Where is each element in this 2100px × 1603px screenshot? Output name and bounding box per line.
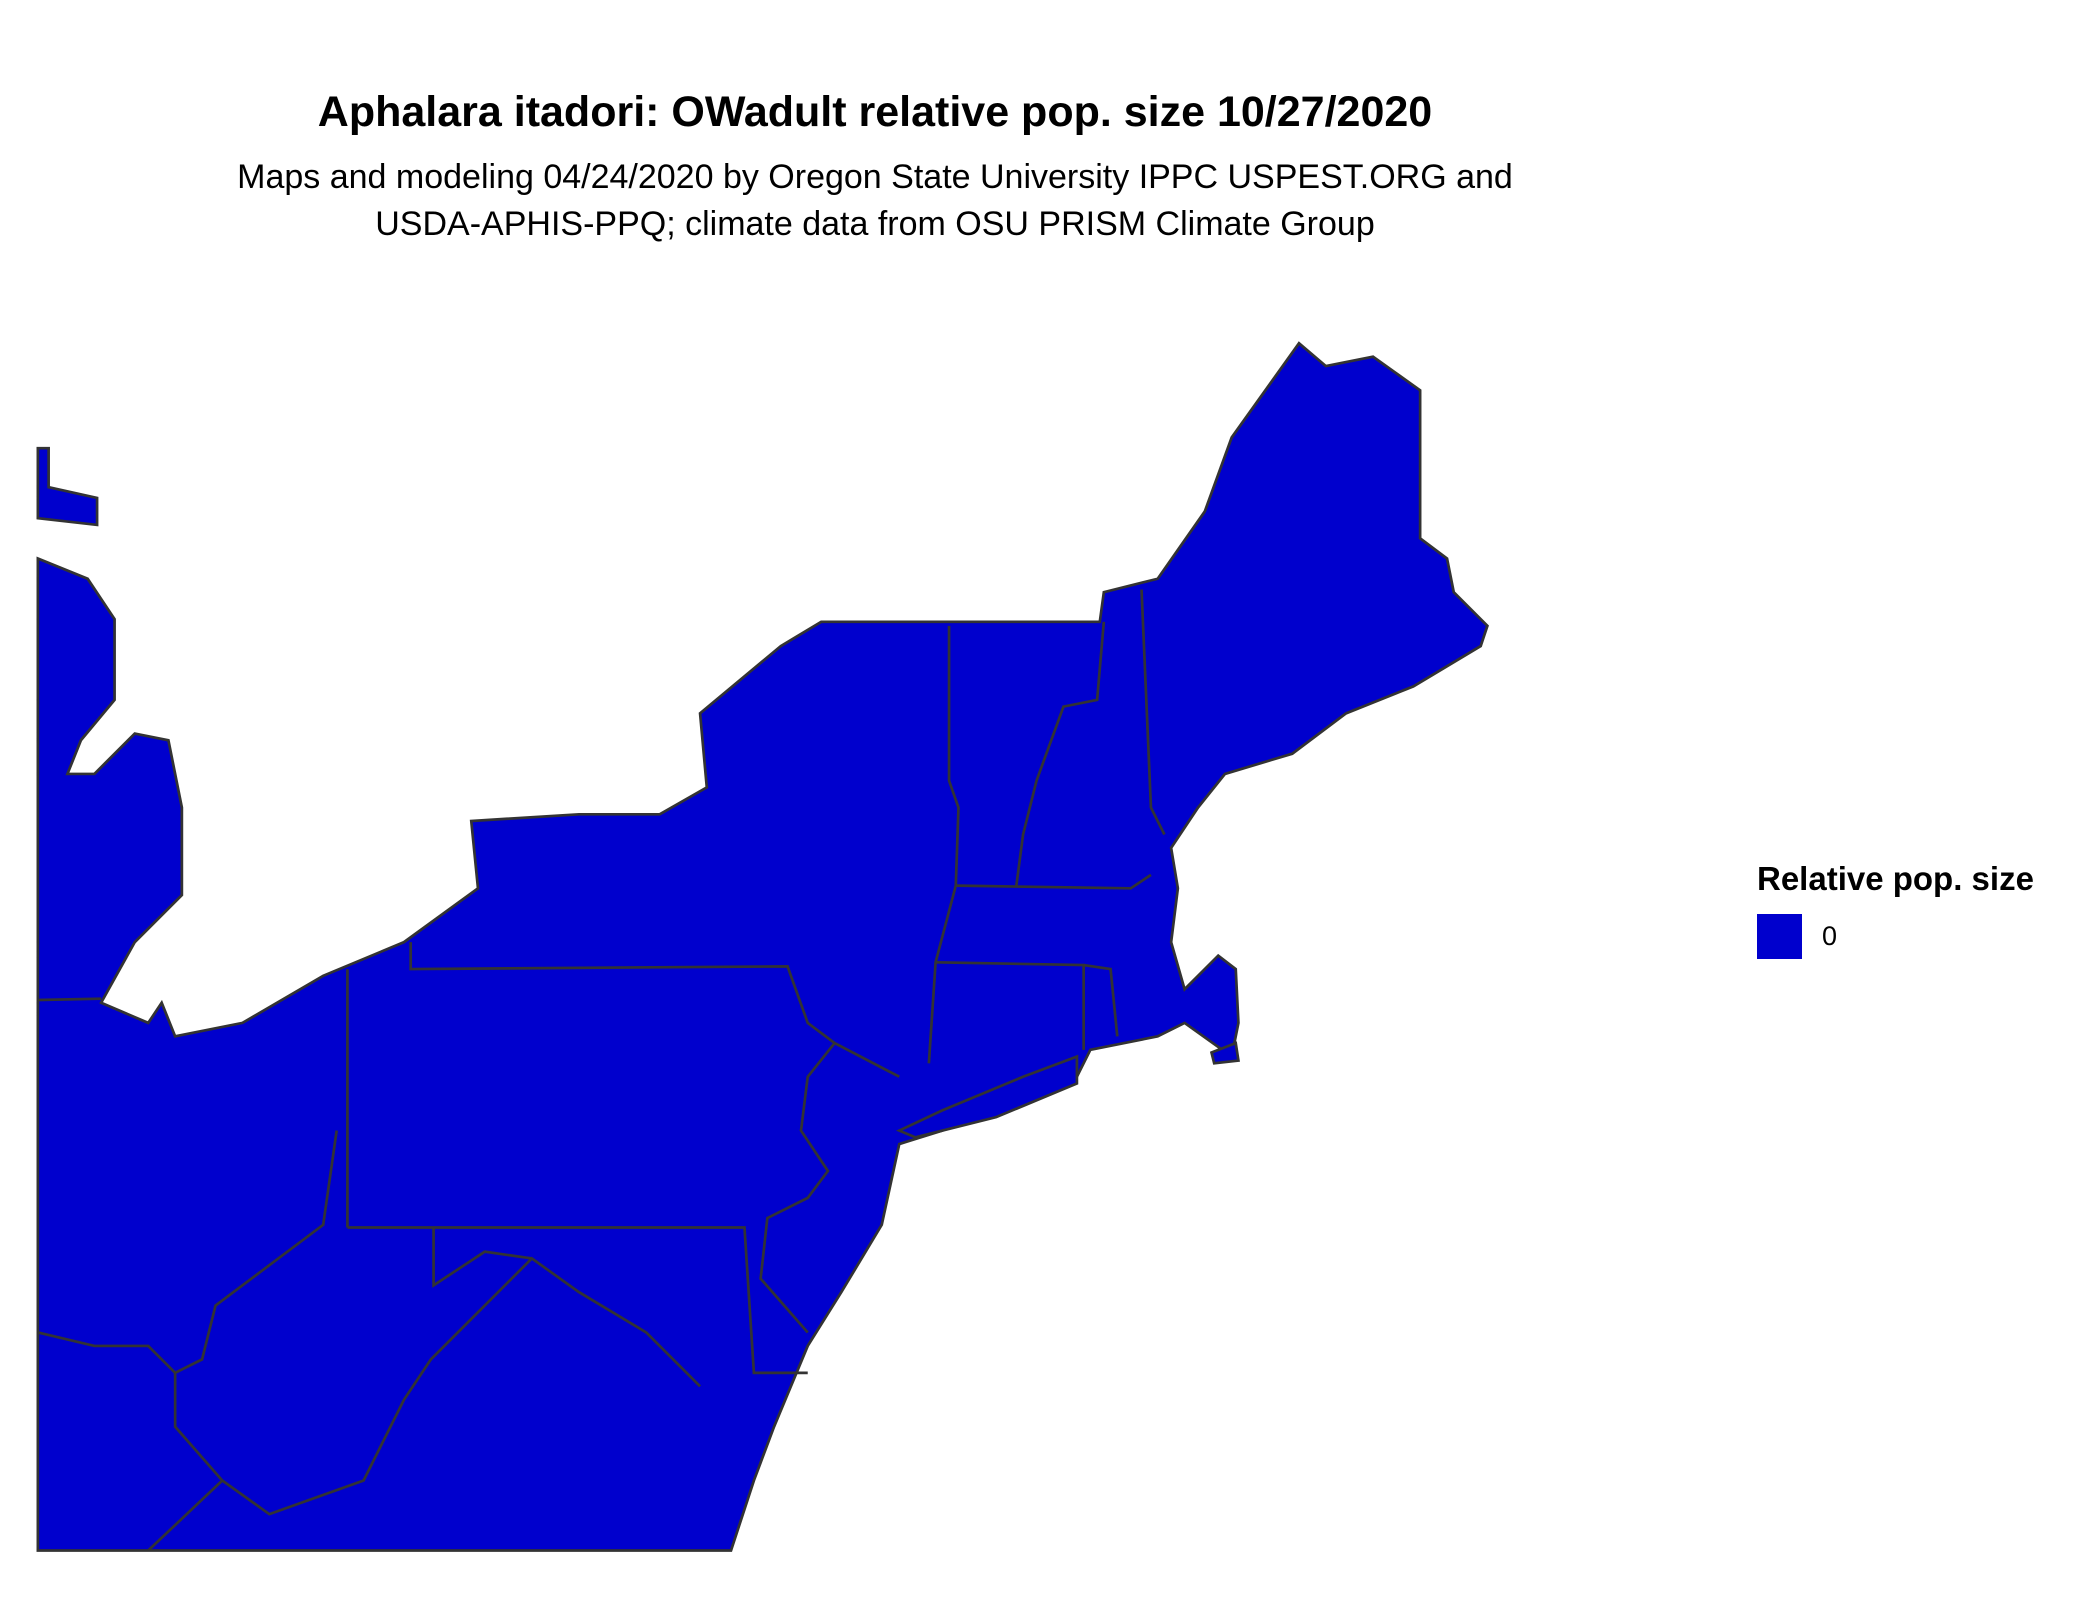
border-wv [173, 1130, 702, 1516]
legend-title: Relative pop. size [1757, 860, 2034, 897]
nantucket [1209, 1041, 1240, 1065]
border-pa-md [347, 1226, 808, 1375]
border-nh-me [1140, 589, 1166, 836]
border-oh-mi [37, 997, 102, 1002]
border-ny-pa [409, 942, 900, 1078]
long-island [895, 1054, 1079, 1139]
map-title: Aphalara itadori: OWadult relative pop. … [317, 88, 1433, 136]
legend: Relative pop. size 0 [1757, 860, 2034, 959]
border-nj-pa [759, 1042, 836, 1334]
map-subtitle-line-2: USDA-APHIS-PPQ; climate data from OSU PR… [375, 205, 1375, 243]
border-vt-nh [1015, 621, 1106, 886]
main-landmass [36, 341, 1489, 1552]
border-ri-ma [1083, 963, 1119, 1037]
legend-swatch [1757, 914, 1802, 959]
border-md-wv [432, 1227, 533, 1288]
land-region [36, 341, 1489, 1552]
state-borders [37, 589, 1166, 1552]
legend-label: 0 [1822, 921, 1838, 951]
border-ma [955, 873, 1152, 890]
border-ny-vt [927, 625, 960, 1064]
border-ky-wv [37, 1331, 177, 1374]
border-va-nc [147, 1479, 224, 1552]
map-subtitle-line-1: Maps and modeling 04/24/2020 by Oregon S… [237, 158, 1513, 196]
upper-peninsula [36, 446, 99, 527]
legend-item: 0 [1757, 914, 2034, 959]
